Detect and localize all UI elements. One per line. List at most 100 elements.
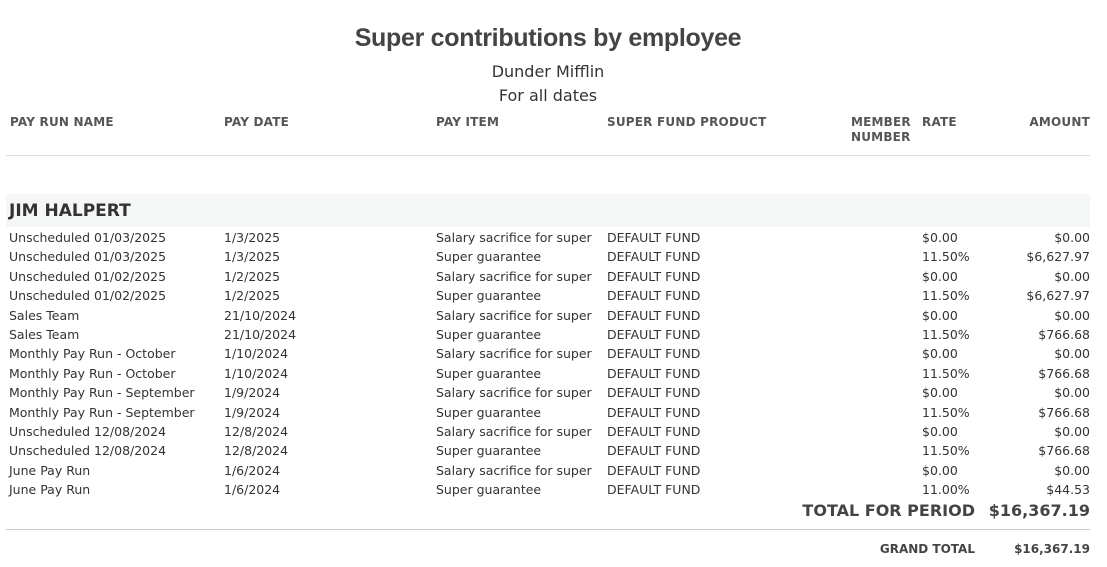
column-header-member-number-line2: NUMBER bbox=[851, 130, 911, 144]
amount-cell: $0.00 bbox=[1054, 268, 1090, 284]
super-fund-cell: DEFAULT FUND bbox=[607, 365, 701, 381]
pay-item-cell: Super guarantee bbox=[436, 482, 542, 498]
table-row: Sales Team 21/10/2024 Salary sacrifice for… bbox=[0, 306, 1107, 325]
table-row: Unscheduled 12/08/2024 12/8/2024 Super gua… bbox=[0, 441, 1107, 460]
pay-date-cell: 1/6/2024 bbox=[224, 462, 281, 478]
rate-cell: 11.50% bbox=[922, 404, 970, 420]
super-fund-cell: DEFAULT FUND bbox=[607, 462, 701, 478]
rate-cell: $0.00 bbox=[922, 268, 958, 284]
amount-cell: $0.00 bbox=[1054, 423, 1090, 439]
employee-name: JIM HALPERT bbox=[9, 201, 131, 221]
rate-cell: $0.00 bbox=[922, 462, 958, 478]
pay-date-cell: 21/10/2024 bbox=[224, 307, 297, 323]
pay-run-name-cell: Monthly Pay Run - October bbox=[9, 346, 176, 362]
pay-date-cell: 1/3/2025 bbox=[224, 249, 281, 265]
table-row: Unscheduled 01/02/2025 1/2/2025 Super guar… bbox=[0, 286, 1107, 305]
super-fund-cell: DEFAULT FUND bbox=[607, 482, 701, 498]
header-divider bbox=[6, 155, 1090, 156]
column-header-rate[interactable]: RATE bbox=[922, 115, 957, 129]
pay-run-name-cell: Unscheduled 01/02/2025 bbox=[9, 288, 167, 304]
rate-cell: $0.00 bbox=[922, 346, 958, 362]
pay-date-cell: 1/9/2024 bbox=[224, 385, 281, 401]
pay-run-name-cell: June Pay Run bbox=[9, 462, 91, 478]
super-fund-cell: DEFAULT FUND bbox=[607, 230, 701, 245]
table-row: Sales Team 21/10/2024 Super guarantee DEFAU… bbox=[0, 325, 1107, 344]
rate-cell: $0.00 bbox=[922, 423, 958, 439]
amount-cell: $766.68 bbox=[1038, 443, 1090, 459]
table-row: June Pay Run 1/6/2024 Salary sacrifice for… bbox=[0, 461, 1107, 480]
pay-run-name-cell: June Pay Run bbox=[9, 482, 91, 498]
super-fund-cell: DEFAULT FUND bbox=[607, 423, 701, 439]
super-fund-cell: DEFAULT FUND bbox=[607, 307, 701, 323]
pay-run-name-cell: Monthly Pay Run - October bbox=[9, 365, 176, 381]
rate-cell: 11.00% bbox=[922, 482, 970, 498]
grand-total-label: GRAND TOTAL bbox=[879, 542, 975, 556]
rate-cell: 11.50% bbox=[922, 288, 970, 304]
total-for-period-label: TOTAL FOR PERIOD bbox=[802, 501, 975, 520]
pay-date-cell: 1/9/2024 bbox=[224, 404, 281, 420]
total-divider bbox=[6, 529, 1090, 530]
super-fund-cell: DEFAULT FUND bbox=[607, 346, 701, 362]
pay-run-name-cell: Monthly Pay Run - September bbox=[9, 385, 195, 401]
pay-date-cell: 1/3/2025 bbox=[224, 230, 281, 245]
rate-cell: 11.50% bbox=[922, 326, 970, 342]
pay-item-cell: Super guarantee bbox=[436, 404, 542, 420]
table-row: Monthly Pay Run - September 1/9/2024 Salar… bbox=[0, 383, 1107, 402]
pay-run-name-cell: Unscheduled 01/03/2025 bbox=[9, 249, 167, 265]
column-header-pay-run-name[interactable]: PAY RUN NAME bbox=[10, 115, 114, 129]
super-fund-cell: DEFAULT FUND bbox=[607, 326, 701, 342]
table-row: Monthly Pay Run - September 1/9/2024 Super… bbox=[0, 403, 1107, 422]
column-header-member-number[interactable]: MEMBER NUMBER bbox=[851, 115, 911, 145]
amount-cell: $766.68 bbox=[1038, 326, 1090, 342]
amount-cell: $766.68 bbox=[1038, 404, 1090, 420]
pay-item-cell: Salary sacrifice for super bbox=[436, 307, 592, 323]
pay-date-cell: 1/6/2024 bbox=[224, 482, 281, 498]
pay-date-cell: 1/2/2025 bbox=[224, 288, 281, 304]
report-period: For all dates bbox=[498, 86, 598, 105]
column-header-amount[interactable]: AMOUNT bbox=[1029, 115, 1090, 129]
amount-cell: $6,627.97 bbox=[1026, 288, 1090, 304]
pay-date-cell: 12/8/2024 bbox=[224, 443, 289, 459]
pay-item-cell: Super guarantee bbox=[436, 443, 542, 459]
pay-run-name-cell: Unscheduled 12/08/2024 bbox=[9, 443, 167, 459]
pay-date-cell: 21/10/2024 bbox=[224, 326, 297, 342]
rate-cell: 11.50% bbox=[922, 443, 970, 459]
rate-cell: $0.00 bbox=[922, 307, 958, 323]
rate-cell: 11.50% bbox=[922, 365, 970, 381]
pay-item-cell: Salary sacrifice for super bbox=[436, 268, 592, 284]
rate-cell: $0.00 bbox=[922, 385, 958, 401]
pay-item-cell: Salary sacrifice for super bbox=[436, 423, 592, 439]
super-fund-cell: DEFAULT FUND bbox=[607, 404, 701, 420]
super-fund-cell: DEFAULT FUND bbox=[607, 249, 701, 265]
rate-cell: $0.00 bbox=[922, 230, 958, 245]
pay-run-name-cell: Sales Team bbox=[9, 326, 80, 342]
amount-cell: $0.00 bbox=[1054, 230, 1090, 245]
amount-cell: $766.68 bbox=[1038, 365, 1090, 381]
super-fund-cell: DEFAULT FUND bbox=[607, 385, 701, 401]
table-row: June Pay Run 1/6/2024 Super guarantee DEFAU… bbox=[0, 480, 1107, 499]
report-title: Super contributions by employee bbox=[354, 24, 742, 52]
super-fund-cell: DEFAULT FUND bbox=[607, 288, 701, 304]
amount-cell: $44.53 bbox=[1046, 482, 1090, 498]
pay-item-cell: Salary sacrifice for super bbox=[436, 230, 592, 245]
column-header-member-number-line1: MEMBER bbox=[851, 115, 911, 129]
table-row: Unscheduled 01/03/2025 1/3/2025 Super guar… bbox=[0, 247, 1107, 266]
pay-run-name-cell: Sales Team bbox=[9, 307, 80, 323]
pay-date-cell: 1/2/2025 bbox=[224, 268, 281, 284]
pay-item-cell: Super guarantee bbox=[436, 326, 542, 342]
amount-cell: $0.00 bbox=[1054, 385, 1090, 401]
table-row: Monthly Pay Run - October 1/10/2024 Salary… bbox=[0, 344, 1107, 363]
amount-cell: $0.00 bbox=[1054, 307, 1090, 323]
pay-run-name-cell: Unscheduled 01/02/2025 bbox=[9, 268, 167, 284]
pay-run-name-cell: Unscheduled 01/03/2025 bbox=[9, 230, 167, 245]
pay-date-cell: 1/10/2024 bbox=[224, 346, 289, 362]
pay-item-cell: Salary sacrifice for super bbox=[436, 385, 592, 401]
column-header-pay-date[interactable]: PAY DATE bbox=[224, 115, 289, 129]
column-header-pay-item[interactable]: PAY ITEM bbox=[436, 115, 500, 129]
pay-date-cell: 1/10/2024 bbox=[224, 365, 289, 381]
pay-date-cell: 12/8/2024 bbox=[224, 423, 289, 439]
pay-item-cell: Super guarantee bbox=[436, 288, 542, 304]
super-fund-cell: DEFAULT FUND bbox=[607, 268, 701, 284]
company-name: Dunder Mifflin bbox=[491, 62, 605, 81]
column-header-super-fund-product[interactable]: SUPER FUND PRODUCT bbox=[607, 115, 767, 129]
